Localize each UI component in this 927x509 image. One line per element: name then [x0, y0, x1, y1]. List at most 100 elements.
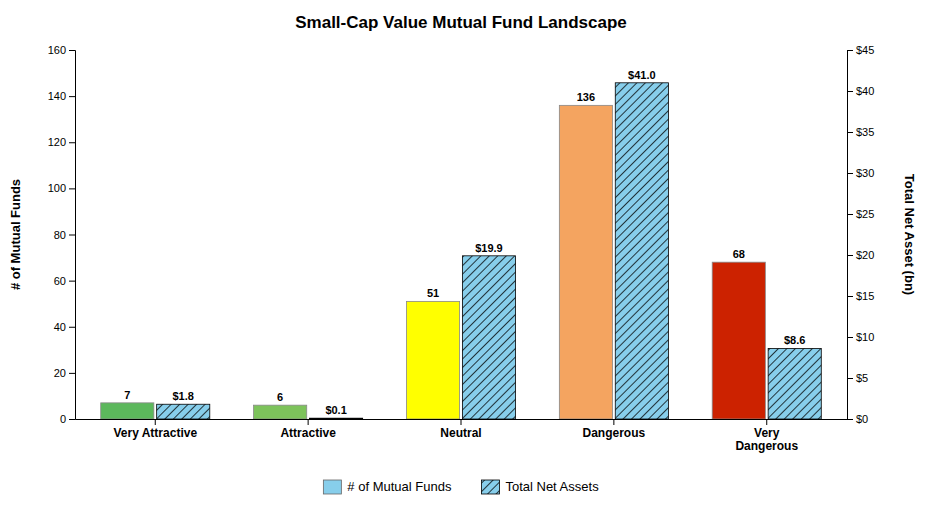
tick-label: 140: [48, 90, 66, 102]
tick-mark: [155, 419, 156, 425]
data-label: $0.1: [325, 404, 346, 416]
data-label: $41.0: [628, 69, 656, 81]
data-label: 51: [427, 287, 439, 299]
tick-mark: [847, 337, 853, 338]
data-label: $1.8: [173, 390, 194, 402]
bar: [101, 403, 154, 419]
tick-mark: [847, 50, 853, 51]
tick-label: $25: [856, 208, 874, 220]
data-label: $8.6: [784, 334, 805, 346]
tick-label: Dangerous: [583, 426, 646, 440]
tick: Attractive: [280, 419, 336, 440]
data-label: 136: [577, 91, 595, 103]
tick-label: $35: [856, 126, 874, 138]
data-label: 68: [733, 248, 745, 260]
bar: [406, 301, 459, 419]
tick-mark: [69, 142, 75, 143]
title: Small-Cap Value Mutual Fund Landscape: [295, 13, 627, 32]
legend: # of Mutual Funds Total Net Assets: [323, 479, 599, 494]
tick-mark: [69, 50, 75, 51]
tick-label-line: Dangerous: [583, 426, 646, 440]
tick-mark: [847, 378, 853, 379]
tick-label: 20: [54, 367, 66, 379]
legend-label: Total Net Assets: [505, 479, 599, 494]
tick-label: 120: [48, 136, 66, 148]
tick: VeryDangerous: [735, 419, 798, 453]
tick-label: $10: [856, 331, 874, 343]
bar: [310, 418, 363, 419]
tick-label: VeryDangerous: [735, 426, 798, 454]
tick: $0: [847, 413, 868, 425]
tick: 80: [54, 229, 75, 241]
tick-mark: [847, 173, 853, 174]
tick-label: 60: [54, 275, 66, 287]
tick: Dangerous: [583, 419, 646, 440]
bar: [768, 348, 821, 419]
tick: $25: [847, 208, 874, 220]
tick-label: 100: [48, 182, 66, 194]
y-axis-title: # of Mutual Funds: [8, 179, 23, 290]
tick-label: 80: [54, 229, 66, 241]
tick-label-line: Dangerous: [735, 439, 798, 453]
tick: $45: [847, 44, 874, 56]
tick-label: $5: [856, 372, 868, 384]
legend-item: Total Net Assets: [481, 479, 599, 494]
tick-label: Very Attractive: [113, 426, 197, 440]
tick: $40: [847, 85, 874, 97]
tick-mark: [766, 419, 767, 425]
bar: [462, 256, 515, 419]
bar: [254, 405, 307, 419]
tick: $15: [847, 290, 874, 302]
data-label: 6: [277, 391, 283, 403]
tick-mark: [69, 281, 75, 282]
tick-mark: [613, 419, 614, 425]
tick-mark: [847, 255, 853, 256]
tick: 40: [54, 321, 75, 333]
tick-mark: [847, 419, 853, 420]
chart: 765113668$1.8$0.1$19.9$41.0$8.6020406080…: [0, 0, 927, 509]
tick-label: Attractive: [280, 426, 336, 440]
tick-mark: [847, 91, 853, 92]
legend-item: # of Mutual Funds: [323, 479, 452, 494]
tick-mark: [69, 327, 75, 328]
legend-label: # of Mutual Funds: [347, 479, 452, 494]
tick-label: $0: [856, 413, 868, 425]
tick-mark: [461, 419, 462, 425]
legend-swatch: [323, 480, 341, 494]
tick-label-line: Very: [754, 426, 780, 440]
data-label: $19.9: [475, 242, 503, 254]
tick-mark: [69, 96, 75, 97]
tick: $20: [847, 249, 874, 261]
tick-label-line: Attractive: [280, 426, 336, 440]
tick: 160: [48, 44, 75, 56]
tick: Neutral: [440, 419, 481, 440]
tick: 0: [60, 413, 75, 425]
tick: $30: [847, 167, 874, 179]
tick-mark: [69, 188, 75, 189]
tick-label: $15: [856, 290, 874, 302]
data-labels: 765113668$1.8$0.1$19.9$41.0$8.6: [124, 69, 805, 416]
tick-label: $20: [856, 249, 874, 261]
legend-swatch: [481, 480, 499, 494]
tick: 100: [48, 182, 75, 194]
axis-line: [848, 51, 854, 420]
tick-mark: [69, 235, 75, 236]
tick-label: $45: [856, 44, 874, 56]
x-axis: Very Attractive Attractive Neutral Dangerou…: [76, 419, 848, 453]
y-axis: 0 20 40 60 80 100 120 140 160: [48, 44, 76, 425]
tick: $5: [847, 372, 868, 384]
tick: 140: [48, 90, 75, 102]
plot: 765113668$1.8$0.1$19.9$41.0$8.6020406080…: [48, 44, 875, 453]
y2-axis-title: Total Net Asset (bn): [902, 174, 917, 295]
tick-label: Neutral: [440, 426, 481, 440]
bar: [157, 404, 210, 419]
tick-label: $30: [856, 167, 874, 179]
bars: [101, 83, 822, 419]
tick: $35: [847, 126, 874, 138]
bar: [559, 105, 612, 419]
tick-label-line: Very Attractive: [113, 426, 197, 440]
tick: Very Attractive: [113, 419, 197, 440]
tick-label-line: Neutral: [440, 426, 481, 440]
tick: 60: [54, 275, 75, 287]
bar: [712, 262, 765, 419]
